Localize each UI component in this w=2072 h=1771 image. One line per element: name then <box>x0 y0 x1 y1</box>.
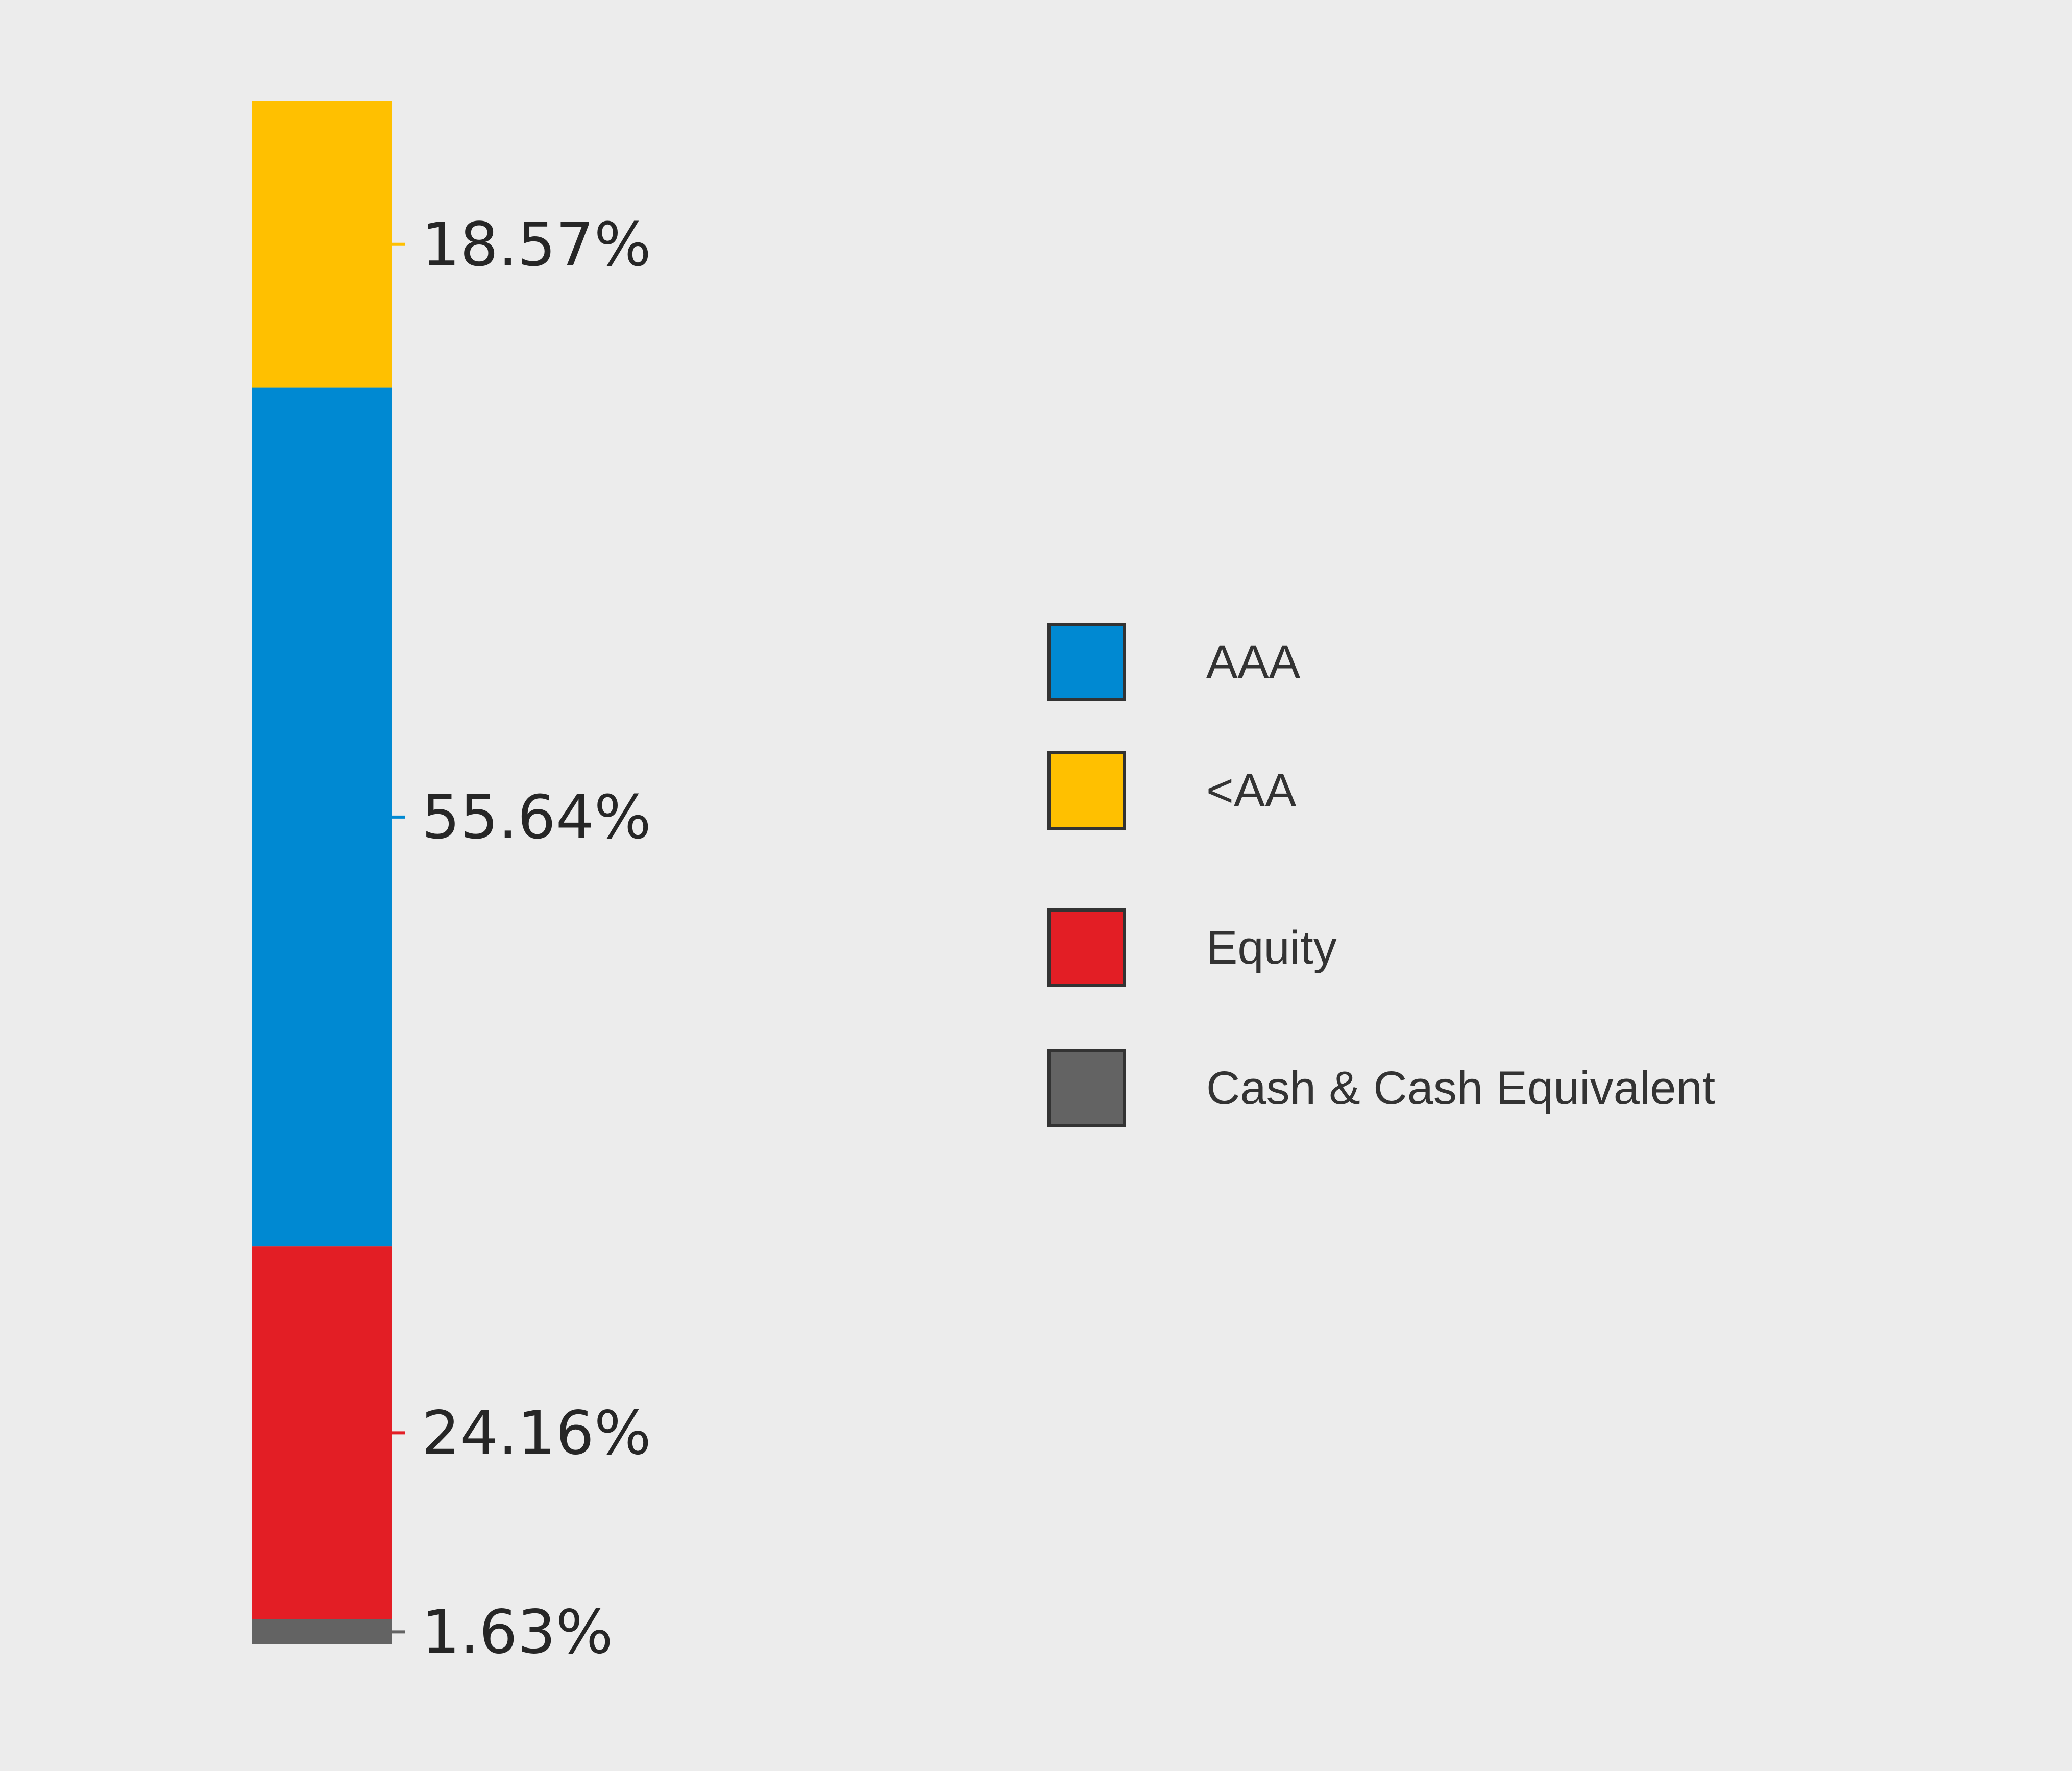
bar-segment-lt-aa <box>252 101 392 388</box>
legend-label-lt-aa: <AA <box>1206 765 1297 817</box>
data-label-lt-aa: 18.57% <box>422 209 651 280</box>
bar-segment-equity <box>252 1246 392 1619</box>
bar-group: 1.63% 24.16% 55.64% 18.57% <box>252 101 651 1667</box>
legend-swatch-cash-and-cash-equivalent <box>1047 1049 1126 1127</box>
bar-segment-aaa <box>252 387 392 1247</box>
data-label-cash-and-cash-equivalent: 1.63% <box>422 1596 613 1667</box>
bar-segment-cash-and-cash-equivalent <box>252 1619 392 1644</box>
legend: AAA <AA Equity Cash & Cash Equivalent <box>1047 623 1715 1127</box>
legend-label-cash-and-cash-equivalent: Cash & Cash Equivalent <box>1206 1062 1715 1114</box>
legend-swatch-equity <box>1047 908 1126 987</box>
legend-swatch-lt-aa <box>1047 751 1126 830</box>
legend-label-equity: Equity <box>1206 922 1337 974</box>
data-label-equity: 24.16% <box>422 1397 651 1468</box>
legend-swatch-aaa <box>1047 623 1126 701</box>
data-label-aaa: 55.64% <box>422 782 651 852</box>
legend-label-aaa: AAA <box>1206 636 1301 688</box>
